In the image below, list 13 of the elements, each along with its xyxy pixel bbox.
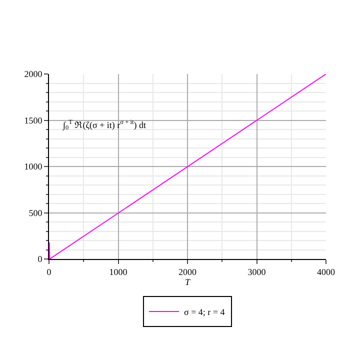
y-axis-title: ∫$_{0}$$^{T}$ ℜ(ζ(σ + it) r$^{σ + it}$) dt — [62, 119, 146, 132]
x-tick-label: 2000 — [178, 266, 197, 277]
x-tick-label: 1000 — [109, 266, 128, 277]
y-tick-label: 500 — [28, 208, 43, 218]
x-axis-title: T — [184, 276, 191, 287]
x-tick-label: 3000 — [248, 266, 266, 277]
x-tick-label: 4000 — [317, 266, 336, 277]
y-tick-label: 0 — [38, 254, 43, 264]
y-tick-label: 1500 — [24, 115, 43, 126]
y-tick-label: 1000 — [24, 162, 43, 172]
legend-label: σ = 4; r = 4 — [184, 307, 226, 318]
x-tick-label: 0 — [46, 266, 52, 277]
y-tick-label: 2000 — [24, 69, 43, 80]
